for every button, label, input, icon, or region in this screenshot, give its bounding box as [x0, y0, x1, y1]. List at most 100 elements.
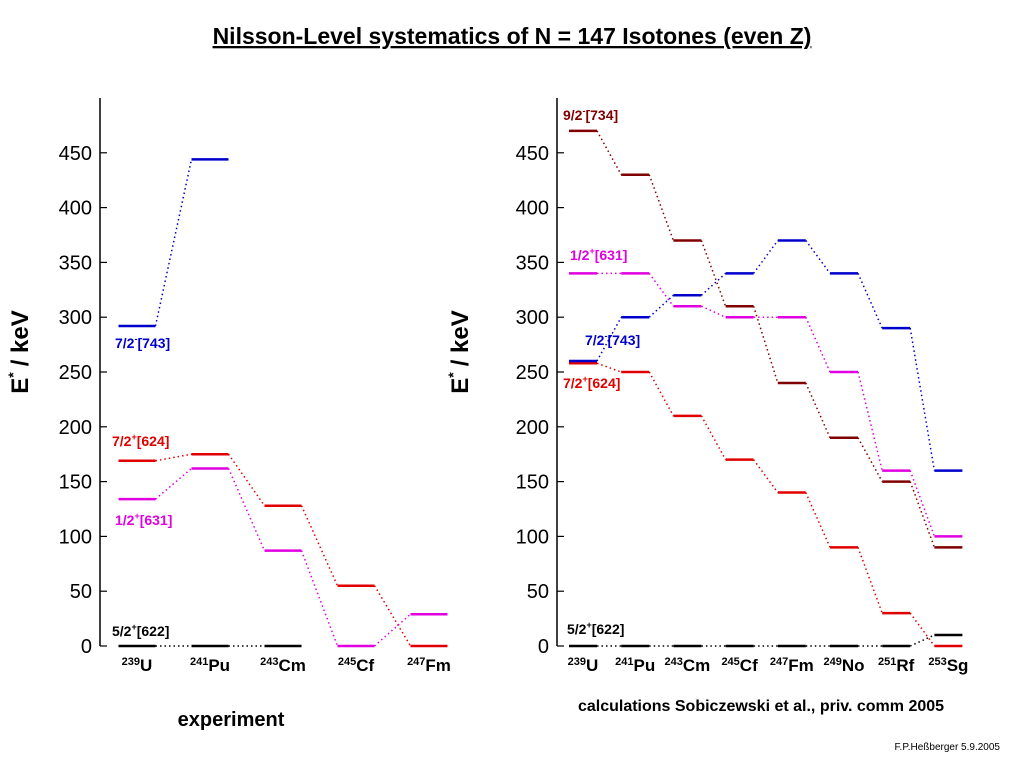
label-orbit: [743]	[607, 332, 640, 348]
connector	[700, 240, 727, 307]
x-tick-label: 241Pu	[615, 656, 655, 675]
level-label: 7/2-[743]	[115, 334, 170, 351]
level-label: 7/2+[624]	[112, 432, 169, 449]
connector	[155, 467, 192, 500]
mass-number: 243	[260, 656, 278, 668]
mass-number: 247	[770, 656, 788, 668]
connector	[752, 306, 779, 384]
connector	[752, 459, 779, 494]
mass-number: 251	[878, 656, 896, 668]
mass-number: 241	[615, 656, 633, 668]
element: Fm	[788, 656, 814, 675]
connector	[857, 547, 883, 614]
label-parity: -	[604, 331, 607, 341]
y-tick-label: 0	[538, 636, 549, 658]
footer: F.P.Heßberger 5.9.2005	[895, 742, 1001, 753]
y-label-sup: *	[5, 372, 21, 378]
y-label-symbol: E	[447, 378, 474, 394]
label-parity: +	[586, 620, 591, 630]
connector	[648, 294, 674, 318]
x-tick-label: 247Fm	[770, 656, 814, 675]
level-label: 1/2+[631]	[115, 511, 172, 528]
connector	[373, 585, 412, 647]
caption: experiment	[178, 709, 285, 731]
mass-number: 245	[721, 656, 739, 668]
label-j: 7/2	[112, 433, 132, 449]
y-tick-label: 250	[59, 362, 92, 384]
y-tick-label: 250	[516, 362, 549, 384]
connector	[596, 130, 622, 176]
connector	[857, 273, 883, 329]
x-tick-label: 245Cf	[721, 656, 758, 675]
level-label: 1/2+[631]	[570, 246, 627, 263]
y-tick-label: 350	[59, 252, 92, 274]
y-tick-label: 400	[59, 198, 92, 220]
mass-number: 249	[823, 656, 841, 668]
x-tick-label: 245Cf	[338, 656, 375, 675]
mass-number: 245	[338, 656, 356, 668]
y-axis-label: E* / keV	[445, 310, 474, 394]
connector	[648, 174, 675, 241]
connector	[805, 240, 831, 274]
caption: calculations Sobiczewski et al., priv. c…	[578, 698, 944, 715]
y-tick-label: 350	[516, 252, 549, 274]
y-tick-label: 300	[516, 307, 549, 329]
y-tick-label: 0	[81, 636, 92, 658]
label-orbit: [622]	[592, 621, 625, 637]
x-tick-label: 253Sg	[928, 656, 968, 675]
y-tick-label: 300	[59, 307, 92, 329]
connector	[805, 316, 831, 373]
element: Cm	[683, 656, 710, 675]
label-orbit: [631]	[140, 512, 173, 528]
label-orbit: [734]	[585, 107, 618, 123]
connector	[700, 272, 727, 296]
label-j: 7/2	[115, 335, 135, 351]
element: Rf	[896, 656, 914, 675]
y-tick-label: 150	[59, 472, 92, 494]
connector	[596, 362, 622, 373]
label-parity: -	[582, 106, 585, 116]
mass-number: 239	[122, 656, 140, 668]
level-label: 7/2+[624]	[563, 374, 620, 391]
level-label: 5/2+[622]	[567, 620, 624, 637]
connector	[300, 550, 339, 647]
connector	[805, 492, 831, 548]
connector	[300, 505, 339, 587]
connector	[752, 240, 779, 274]
label-orbit: [624]	[588, 375, 621, 391]
element: U	[140, 656, 152, 675]
mass-number: 253	[928, 656, 946, 668]
connector	[155, 453, 192, 462]
x-tick-label: 243Cm	[665, 656, 711, 675]
connector	[227, 468, 266, 551]
x-tick-label: 239U	[122, 656, 153, 675]
connector	[857, 371, 883, 471]
element: Cf	[356, 656, 374, 675]
x-tick-label: 251Rf	[878, 656, 915, 675]
level-label: 7/2-[743]	[585, 331, 640, 348]
mass-number: 247	[407, 656, 425, 668]
connector	[648, 371, 675, 417]
y-tick-label: 450	[59, 143, 92, 165]
y-label-unit: / keV	[7, 310, 34, 366]
x-tick-label: 239U	[568, 656, 599, 675]
label-j: 7/2	[563, 375, 583, 391]
y-tick-label: 400	[516, 198, 549, 220]
label-orbit: [622]	[137, 623, 170, 639]
label-parity: -	[134, 334, 137, 344]
connector	[700, 415, 727, 461]
connector	[909, 328, 936, 471]
y-tick-label: 100	[59, 526, 92, 548]
connector	[596, 316, 622, 362]
y-tick-label: 50	[70, 581, 92, 603]
connector	[154, 159, 193, 327]
y-tick-label: 450	[516, 143, 549, 165]
connector	[909, 481, 936, 548]
connector	[909, 634, 935, 647]
x-tick-label: 243Cm	[260, 656, 306, 675]
element: Pu	[208, 656, 230, 675]
element: Sg	[947, 656, 969, 675]
page-title: Nilsson-Level systematics of N = 147 Iso…	[213, 23, 812, 49]
connector	[909, 470, 936, 537]
label-orbit: [743]	[137, 335, 170, 351]
